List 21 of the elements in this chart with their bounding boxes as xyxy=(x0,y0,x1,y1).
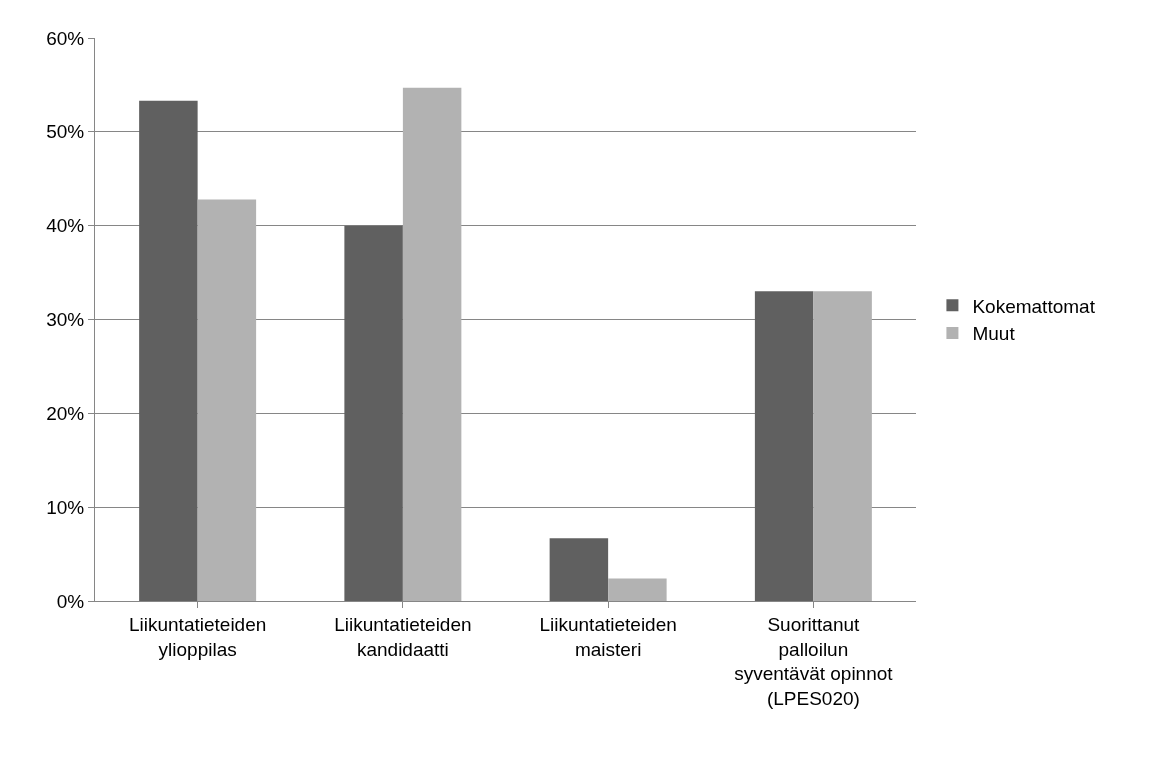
x-tick-label: Liikuntatieteiden ylioppilas xyxy=(128,613,267,660)
bar xyxy=(344,225,403,601)
bar xyxy=(608,578,667,601)
y-tick-label: 60% xyxy=(46,27,85,49)
legend-label: Muut xyxy=(972,323,1016,345)
bar xyxy=(402,87,462,601)
y-tick-label: 40% xyxy=(46,215,85,237)
bar xyxy=(549,538,609,601)
bar xyxy=(754,291,814,601)
x-tick-label: Liikuntatieteiden kandidaatti xyxy=(334,613,472,660)
y-tick-label: 30% xyxy=(46,309,85,331)
y-tick-label: 50% xyxy=(46,121,85,143)
y-tick-label: 20% xyxy=(46,402,85,424)
legend-label: Kokemattomat xyxy=(972,295,1096,317)
bar xyxy=(813,291,872,601)
bar xyxy=(139,100,198,601)
y-tick-label: 0% xyxy=(56,590,85,612)
y-tick-label: 10% xyxy=(46,496,85,518)
bar xyxy=(197,199,257,601)
x-tick-label: Liikuntatieteiden maisteri xyxy=(539,613,677,660)
x-tick-label: Suorittanut palloilun syventävät opinnot (LPES020) xyxy=(734,613,894,709)
